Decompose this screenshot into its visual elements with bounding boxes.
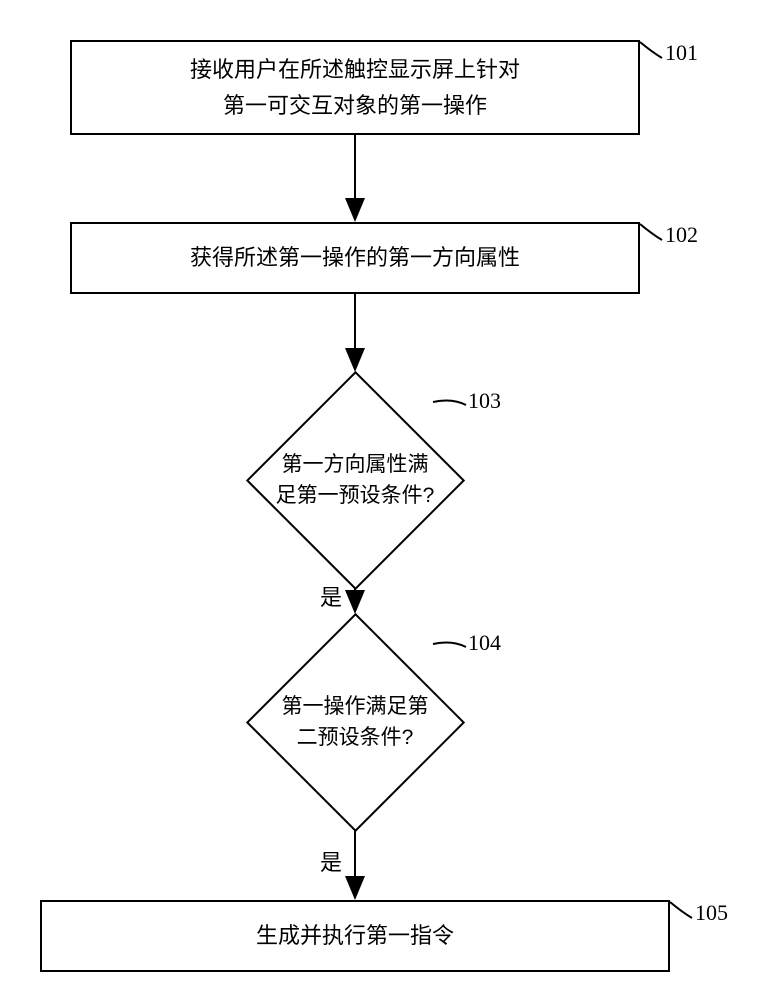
node-102-text: 获得所述第一操作的第一方向属性: [190, 240, 520, 275]
edge-label-103-104: 是: [320, 580, 342, 612]
node-103: 第一方向属性满 足第一预设条件?: [278, 403, 433, 558]
flowchart-canvas: 接收用户在所述触控显示屏上针对 第一可交互对象的第一操作 101 获得所述第一操…: [0, 0, 767, 1000]
node-101: 接收用户在所述触控显示屏上针对 第一可交互对象的第一操作: [70, 40, 640, 135]
label-104: 104: [468, 630, 501, 656]
node-105-text: 生成并执行第一指令: [256, 918, 454, 953]
node-104-text: 第一操作满足第 二预设条件?: [243, 645, 468, 800]
edge-label-104-105: 是: [320, 845, 342, 877]
node-101-text: 接收用户在所述触控显示屏上针对 第一可交互对象的第一操作: [190, 52, 520, 122]
label-103: 103: [468, 388, 501, 414]
label-102: 102: [665, 222, 698, 248]
label-101: 101: [665, 40, 698, 66]
node-102: 获得所述第一操作的第一方向属性: [70, 222, 640, 294]
label-105: 105: [695, 900, 728, 926]
node-104: 第一操作满足第 二预设条件?: [278, 645, 433, 800]
node-105: 生成并执行第一指令: [40, 900, 670, 972]
node-103-text: 第一方向属性满 足第一预设条件?: [243, 403, 468, 558]
